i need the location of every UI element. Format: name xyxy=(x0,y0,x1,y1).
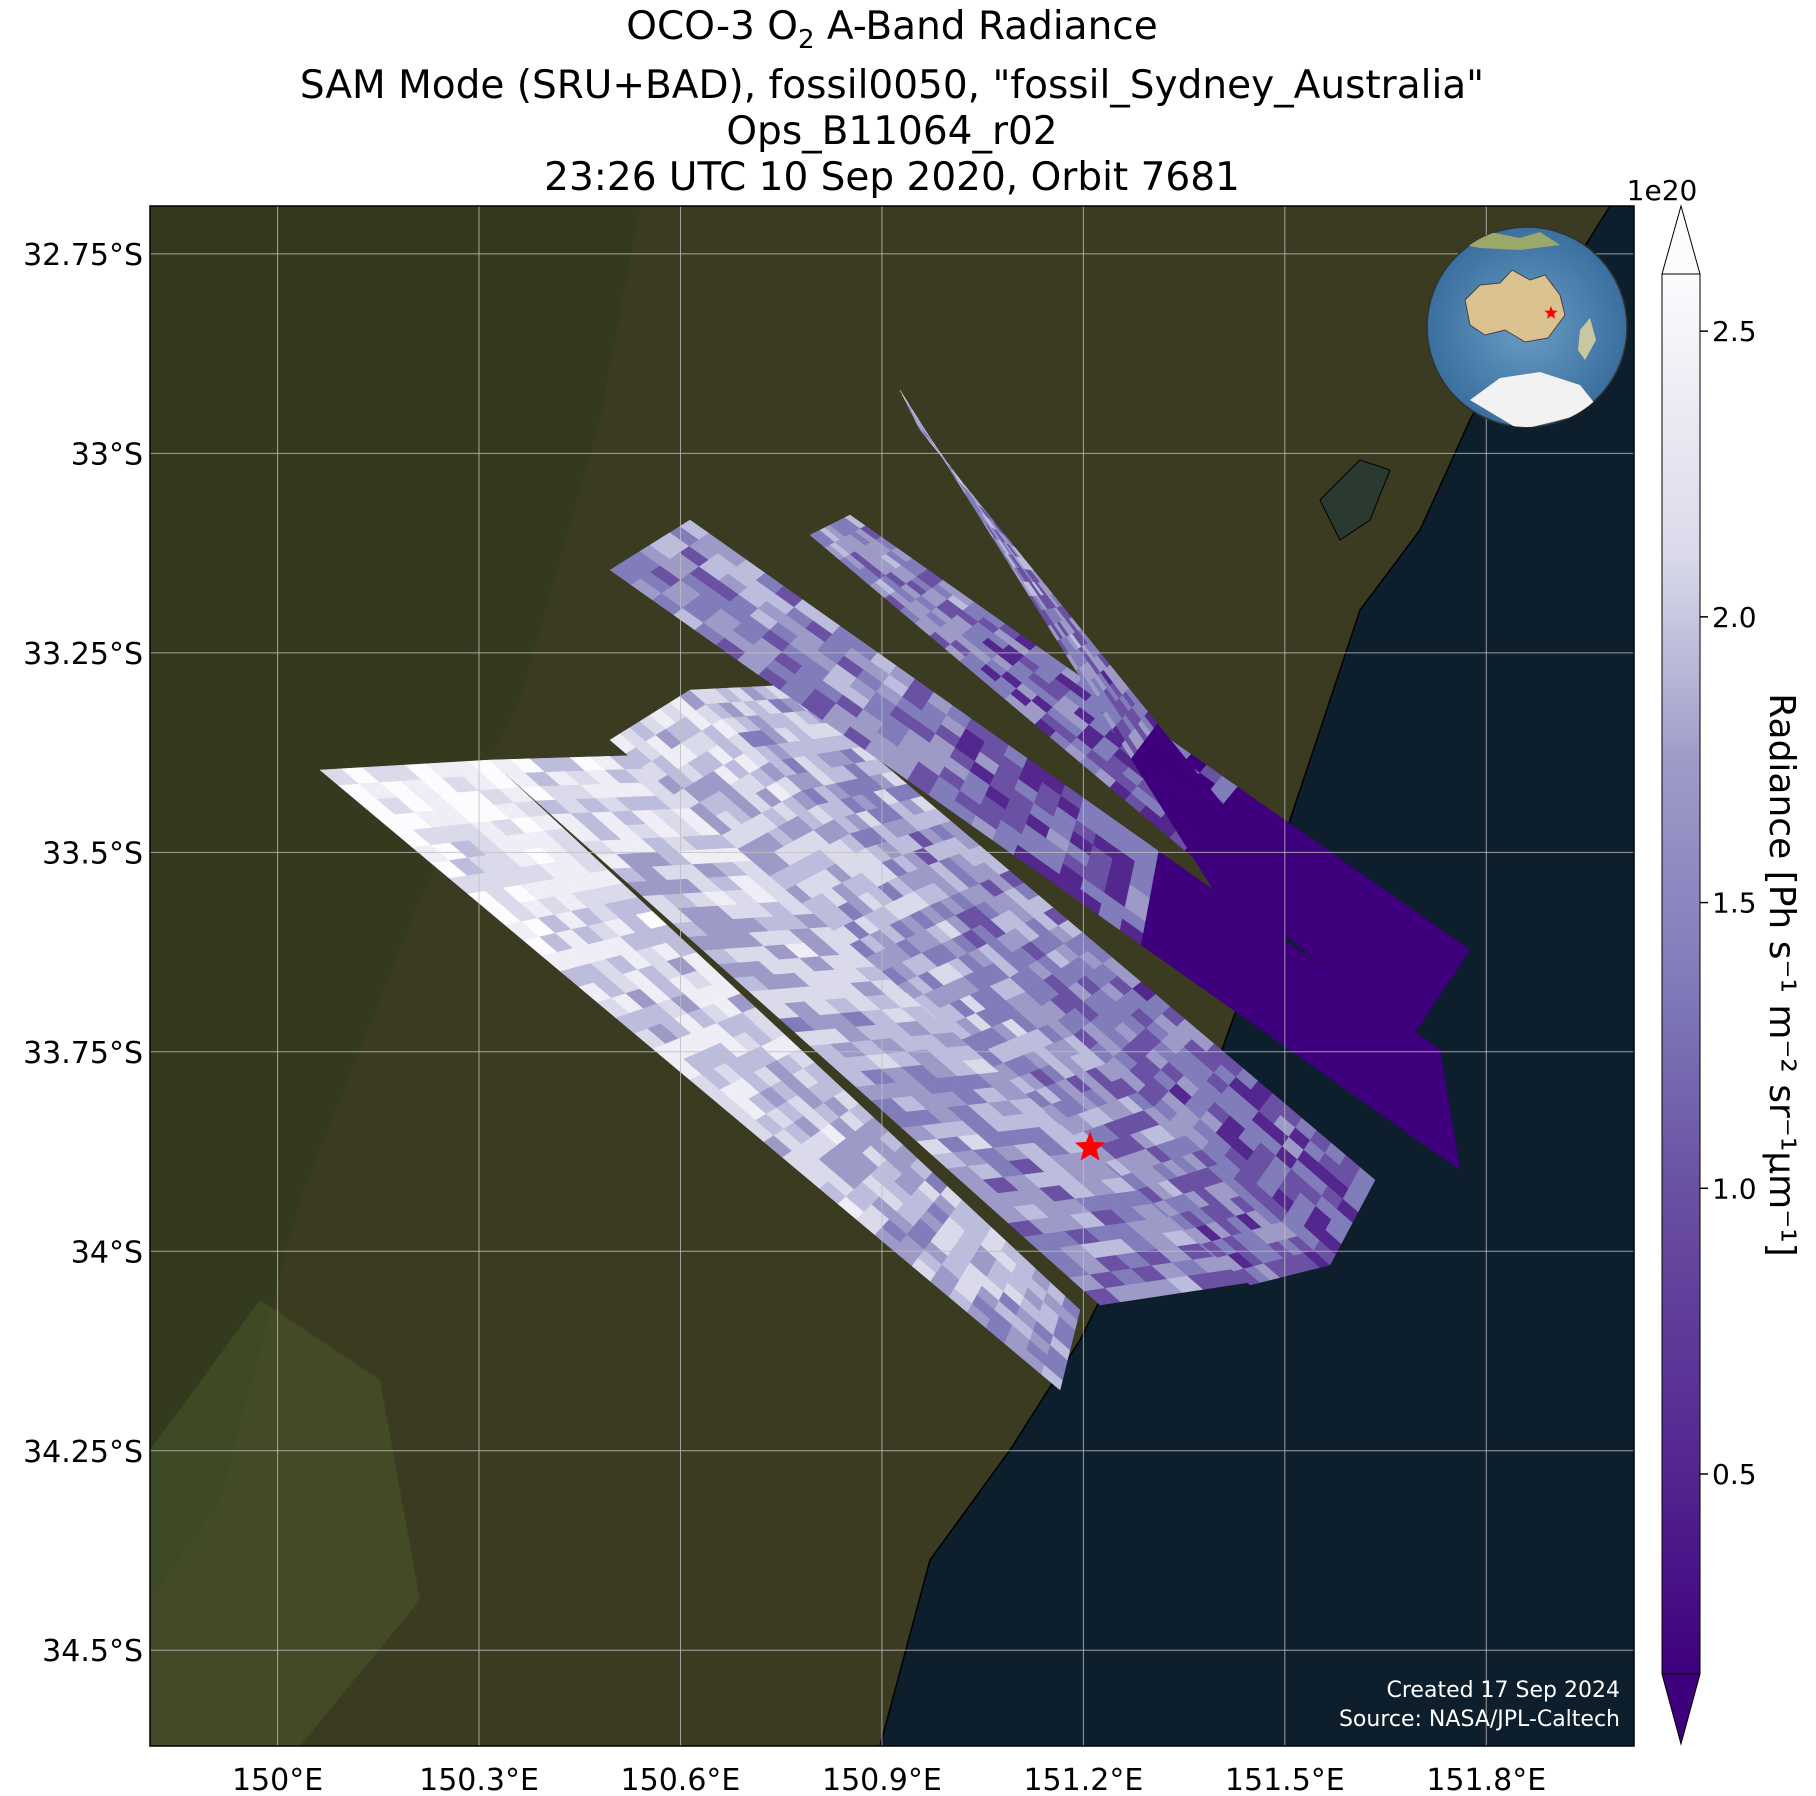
colorbar-bar xyxy=(1661,273,1701,1675)
globe-antarctica xyxy=(1470,372,1600,427)
title-line-1: OCO-3 O2 A-Band Radiance xyxy=(626,4,1158,55)
y-tick-label: 33.5°S xyxy=(42,836,143,871)
swath xyxy=(689,684,1376,1266)
colorbar-tick-label: 2.5 xyxy=(1712,315,1757,348)
globe-target-star-icon xyxy=(1544,306,1558,319)
title-line-3: Ops_B11064_r02 xyxy=(726,108,1058,154)
credit-source: Source: NASA/JPL-Caltech xyxy=(1339,1707,1620,1732)
figure-title: OCO-3 O2 A-Band Radiance SAM Mode (SRU+B… xyxy=(150,4,1634,201)
gridlines xyxy=(150,206,1634,1746)
colorbar: 0.5 1.0 1.5 2.0 2.5 1e20 Radiance [Ph s⁻¹ m⁻… xyxy=(1627,174,1802,1746)
y-tick-label: 33°S xyxy=(71,437,143,472)
x-tick-label: 151.5°E xyxy=(1225,1763,1345,1796)
y-tick-label: 34°S xyxy=(71,1235,143,1270)
title-line-4: 23:26 UTC 10 Sep 2020, Orbit 7681 xyxy=(544,154,1240,200)
globe-new-zealand xyxy=(1578,318,1596,360)
y-tick-label: 34.5°S xyxy=(42,1634,143,1669)
swath-cell xyxy=(1446,938,1471,962)
colorbar-tick-label: 0.5 xyxy=(1712,1458,1757,1491)
title-line-2: SAM Mode (SRU+BAD), fossil0050, "fossil_… xyxy=(299,62,1485,108)
map-frame xyxy=(149,205,1635,1747)
farmland-shading xyxy=(150,1300,420,1746)
colorbar-label: Radiance [Ph s⁻¹ m⁻² sr⁻¹μm⁻¹] xyxy=(1761,693,1802,1256)
swath-cell xyxy=(1061,1295,1081,1321)
lake-macquarie xyxy=(1319,459,1391,541)
swath xyxy=(899,389,1301,981)
y-tick-label: 34.25°S xyxy=(23,1435,143,1470)
colorbar-ticks: 0.5 1.0 1.5 2.0 2.5 xyxy=(1700,315,1757,1491)
x-tick-label: 151.8°E xyxy=(1426,1763,1546,1796)
y-axis-ticks: 32.75°S 33°S 33.25°S 33.5°S 33.75°S 34°S 34.25… xyxy=(23,238,143,1669)
x-tick-label: 151.2°E xyxy=(1023,1763,1143,1796)
colorbar-tick-label: 1.5 xyxy=(1712,887,1757,920)
globe-australia xyxy=(1464,269,1566,343)
x-axis-ticks: 150°E 150.3°E 150.6°E 150.9°E 151.2°E 151.5°E… xyxy=(232,1763,1546,1796)
radiance-swaths xyxy=(319,389,1471,1391)
colorbar-tick-label: 2.0 xyxy=(1712,601,1757,634)
colorbar-extend-max xyxy=(1661,204,1701,275)
x-tick-label: 150°E xyxy=(232,1763,323,1796)
swath xyxy=(489,754,1266,1306)
y-tick-label: 33.75°S xyxy=(23,1036,143,1071)
colorbar-exponent: 1e20 xyxy=(1627,174,1698,207)
colorbar-tick-label: 1.0 xyxy=(1712,1172,1757,1205)
swath xyxy=(609,689,1331,1286)
x-tick-label: 150.6°E xyxy=(621,1763,741,1796)
colorbar-extend-min xyxy=(1661,1673,1701,1746)
y-tick-label: 32.75°S xyxy=(23,238,143,273)
swath-cell xyxy=(1286,887,1301,911)
x-tick-label: 150.9°E xyxy=(822,1763,942,1796)
credit-created: Created 17 Sep 2024 xyxy=(1387,1678,1621,1703)
target-star-icon xyxy=(1074,1131,1106,1161)
y-tick-label: 33.25°S xyxy=(23,637,143,672)
swath-cell xyxy=(1420,1036,1443,1066)
x-tick-label: 150.3°E xyxy=(419,1763,539,1796)
swath xyxy=(319,759,1081,1391)
swath-cell xyxy=(1354,1167,1376,1192)
